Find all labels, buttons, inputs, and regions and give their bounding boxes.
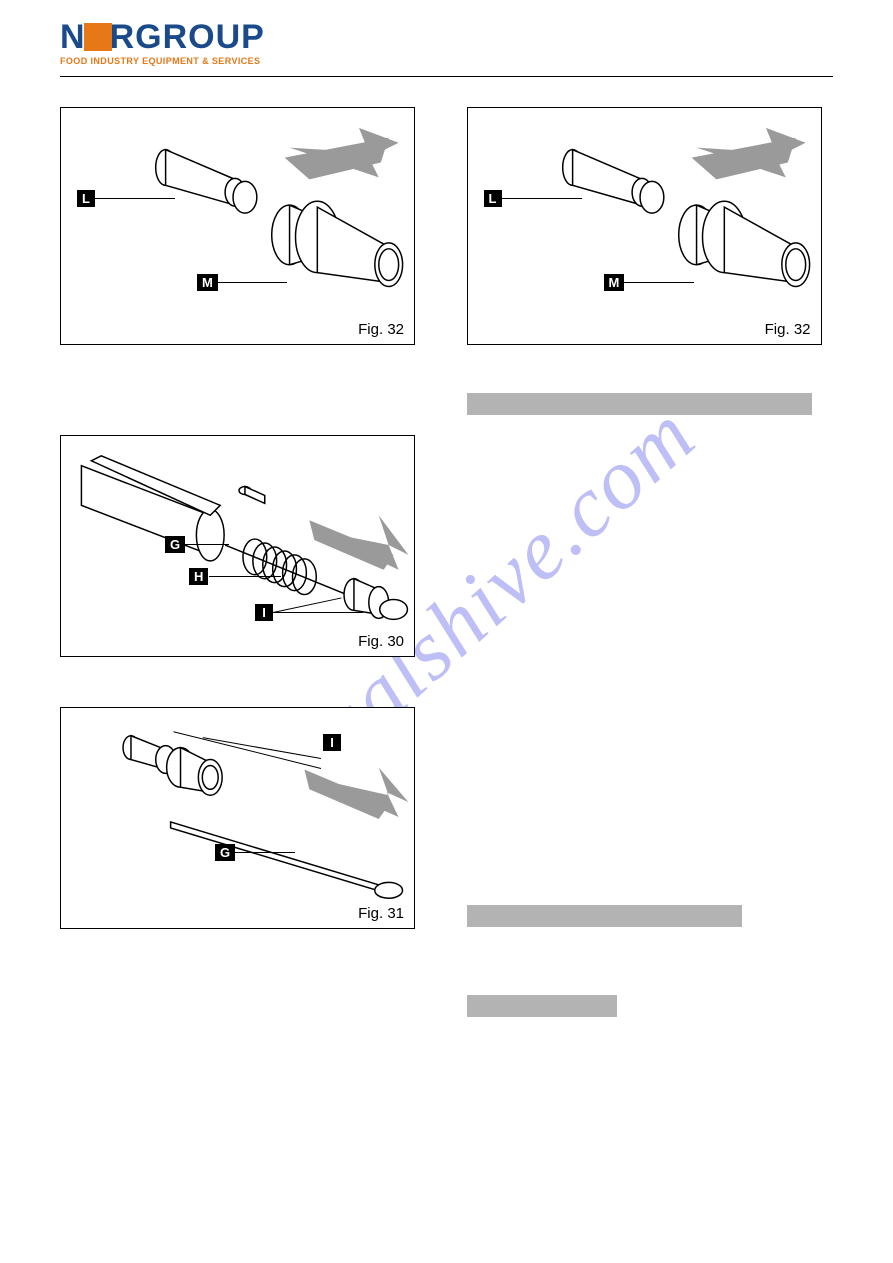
content-columns: L M Fig. 32	[60, 107, 833, 1017]
figure-31-label-g: G	[215, 844, 235, 861]
figure-30-label-i: I	[255, 604, 273, 621]
figure-32-right-caption: Fig. 32	[765, 321, 811, 338]
leader-line	[209, 576, 281, 577]
figure-30-label-h: H	[189, 568, 208, 585]
logo-orange-box	[84, 23, 112, 51]
leader-line	[185, 544, 229, 545]
figure-32-left-label-m: M	[197, 274, 218, 291]
figure-32-left-caption: Fig. 32	[358, 321, 404, 338]
logo-tagline: FOOD INDUSTRY EQUIPMENT & SERVICES	[60, 56, 833, 66]
figure-31-label-i: I	[323, 734, 341, 751]
figure-30: G H I Fig. 30	[60, 435, 415, 657]
figure-31-caption: Fig. 31	[358, 905, 404, 922]
leader-line	[624, 282, 694, 283]
figure-32-left-label-l: L	[77, 190, 95, 207]
logo-suffix: RGROUP	[110, 18, 265, 56]
leader-line	[217, 282, 287, 283]
figure-32-left-art	[61, 108, 414, 344]
leader-line	[235, 852, 295, 853]
leader-line	[273, 612, 363, 613]
left-column: L M Fig. 32	[60, 107, 427, 1017]
leader-line	[502, 198, 582, 199]
leader-line	[95, 198, 175, 199]
logo-wordmark: N RGROUP	[60, 20, 833, 54]
figure-32-right: L M Fig. 32	[467, 107, 822, 345]
figure-30-caption: Fig. 30	[358, 633, 404, 650]
page: N RGROUP FOOD INDUSTRY EQUIPMENT & SERVIC…	[0, 0, 893, 1057]
figure-31-art	[61, 708, 414, 928]
logo-prefix: N	[60, 18, 86, 56]
figure-32-right-label-l: L	[484, 190, 502, 207]
logo: N RGROUP FOOD INDUSTRY EQUIPMENT & SERVIC…	[60, 20, 833, 66]
figure-32-right-label-m: M	[604, 274, 625, 291]
figure-32-right-art	[468, 108, 821, 344]
gray-bar-1	[467, 393, 812, 415]
figure-32-left: L M Fig. 32	[60, 107, 415, 345]
figure-31: I G Fig. 31	[60, 707, 415, 929]
right-column: L M Fig. 32	[467, 107, 834, 1017]
header-rule	[60, 76, 833, 77]
figure-30-label-g: G	[165, 536, 185, 553]
gray-bar-3	[467, 995, 617, 1017]
gray-bar-2	[467, 905, 742, 927]
figure-30-art	[61, 436, 414, 656]
